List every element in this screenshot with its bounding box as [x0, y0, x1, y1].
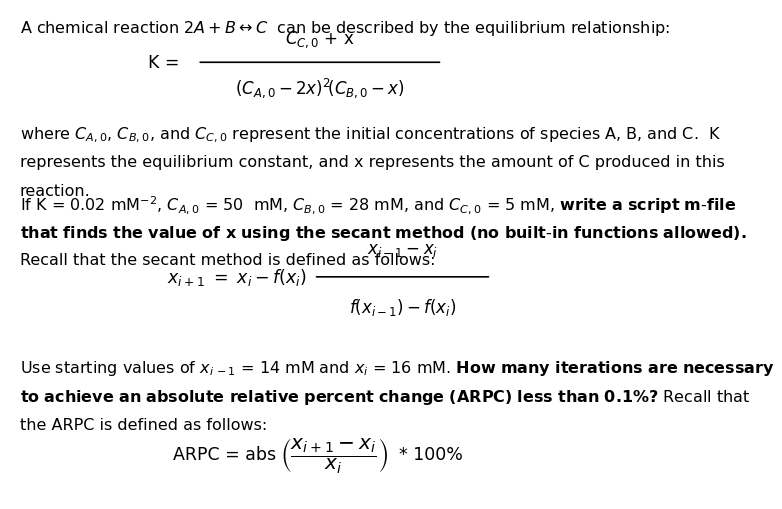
Text: $\mathbf{that\ finds\ the\ value\ of\ x\ using\ the\ secant\ method\ (no\ built}: $\mathbf{that\ finds\ the\ value\ of\ x\… [20, 223, 746, 242]
Text: the ARPC is defined as follows:: the ARPC is defined as follows: [20, 417, 267, 432]
Text: where $C_{A,0}$, $C_{B,0}$, and $C_{C,0}$ represent the initial concentrations o: where $C_{A,0}$, $C_{B,0}$, and $C_{C,0}… [20, 125, 721, 145]
Text: $C_{C,0}$ + x: $C_{C,0}$ + x [285, 29, 354, 49]
Text: K =: K = [148, 54, 185, 72]
Text: reaction.: reaction. [20, 184, 91, 199]
Text: $x_{i-1} - x_i$: $x_{i-1} - x_i$ [367, 240, 438, 258]
Text: $\left(\dfrac{x_{i+1} - x_i}{x_i}\right)$: $\left(\dfrac{x_{i+1} - x_i}{x_i}\right)… [280, 435, 388, 474]
Text: $\left(C_{A,0} - 2x\right)^{2}\!\left(C_{B,0} - x\right)$: $\left(C_{A,0} - 2x\right)^{2}\!\left(C_… [235, 76, 405, 99]
Text: If K = 0.02 mM$^{-2}$, $C_{A,0}$ = 50  mM, $C_{B,0}$ = 28 mM, and $C_{C,0}$ = 5 : If K = 0.02 mM$^{-2}$, $C_{A,0}$ = 50 mM… [20, 194, 736, 216]
Text: Use starting values of $x_{i\,-1}$ = 14 mM and $x_i$ = 16 mM. $\mathbf{How\ many: Use starting values of $x_{i\,-1}$ = 14 … [20, 358, 774, 377]
Text: $\mathbf{to\ achieve\ an\ absolute\ relative\ percent\ change\ (ARPC)\ less\ tha: $\mathbf{to\ achieve\ an\ absolute\ rela… [20, 388, 750, 407]
Text: ARPC = abs: ARPC = abs [173, 445, 276, 463]
Text: $f(x_{i-1}) - f(x_i)$: $f(x_{i-1}) - f(x_i)$ [349, 297, 456, 318]
Text: $x_{i+1}\ =\ x_i - f(x_i)$: $x_{i+1}\ =\ x_i - f(x_i)$ [167, 267, 307, 288]
Text: A chemical reaction $2A + B \leftrightarrow C$  can be described by the equilibr: A chemical reaction $2A + B \leftrightar… [20, 19, 670, 38]
Text: Recall that the secant method is defined as follows:: Recall that the secant method is defined… [20, 252, 436, 267]
Text: * 100%: * 100% [400, 445, 463, 463]
Text: represents the equilibrium constant, and x represents the amount of C produced i: represents the equilibrium constant, and… [20, 155, 724, 169]
